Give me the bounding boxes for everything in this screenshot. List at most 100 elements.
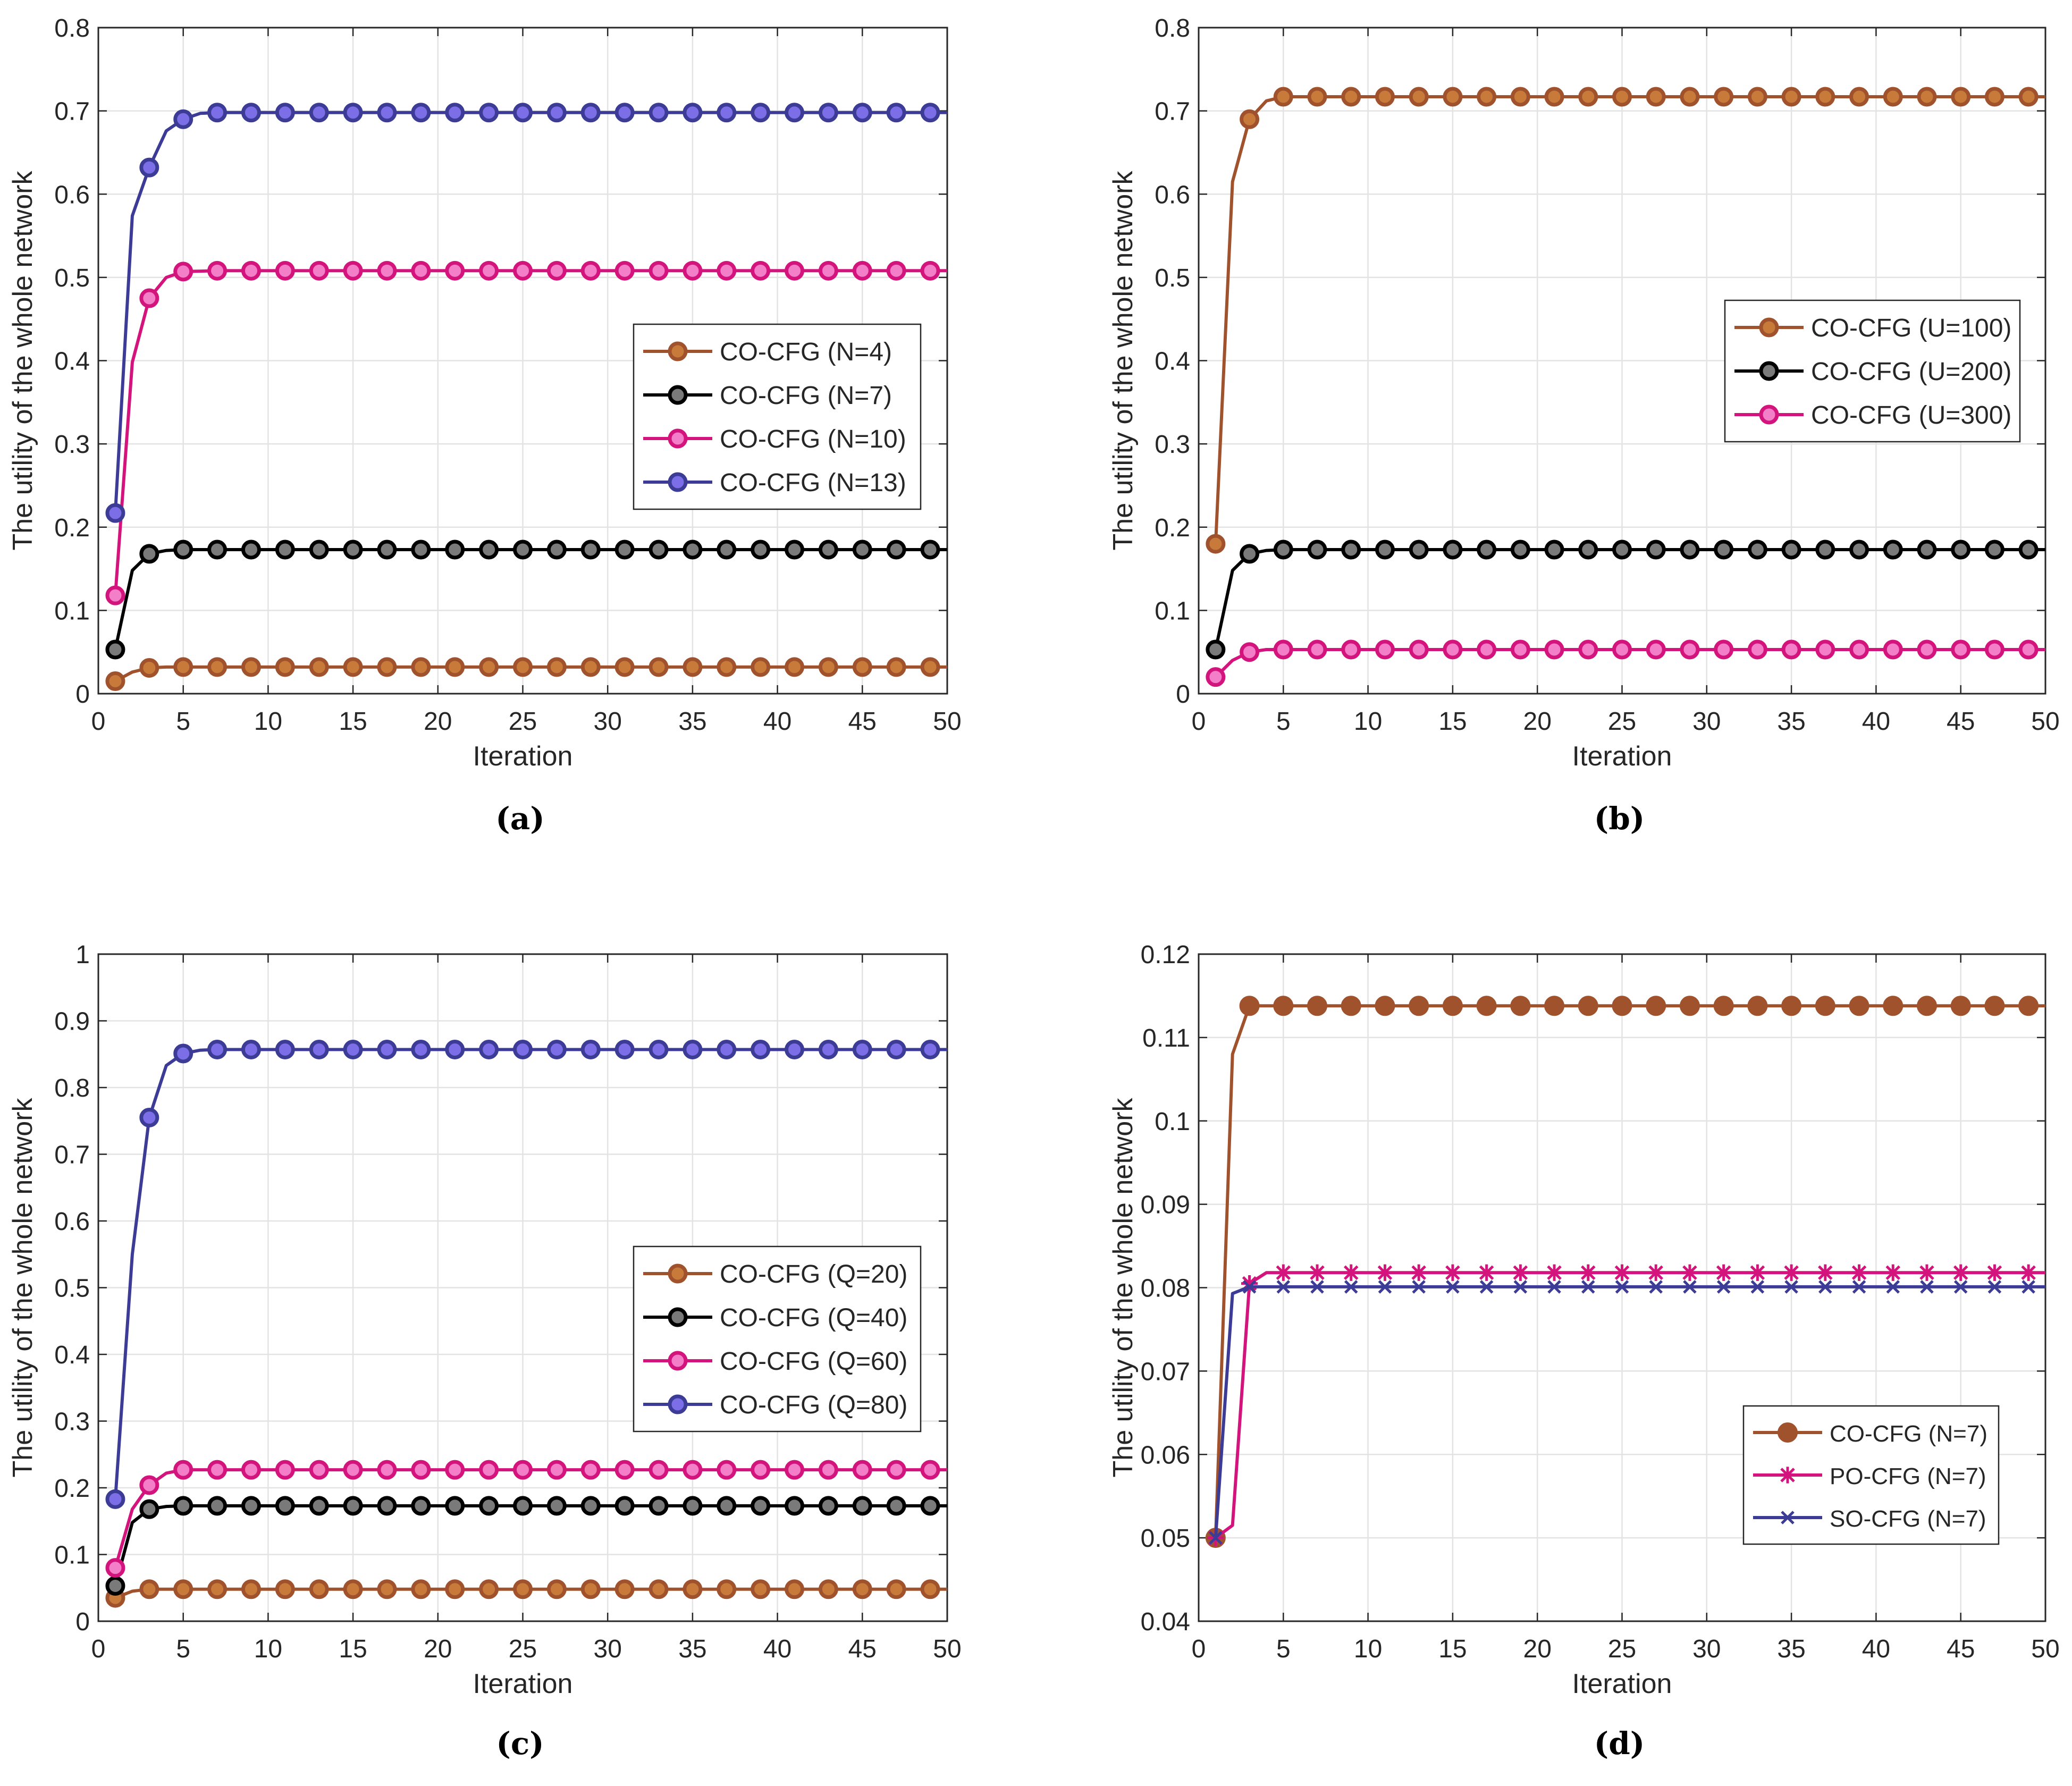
y-tick-label: 0 [75, 680, 90, 709]
data-point [852, 1039, 872, 1059]
data-point [580, 1579, 601, 1599]
data-point [411, 1579, 431, 1599]
data-point [648, 103, 669, 123]
data-point [717, 657, 737, 677]
data-point [513, 540, 533, 560]
data-point [1273, 639, 1293, 660]
data-point [1273, 996, 1294, 1016]
data-point [614, 1460, 635, 1480]
data-point [343, 1496, 363, 1516]
data-point [1778, 1422, 1798, 1443]
data-point [1612, 639, 1632, 660]
data-point [920, 260, 940, 281]
data-point [343, 260, 363, 281]
data-point [309, 1496, 329, 1516]
data-point [920, 103, 940, 123]
data-point [377, 260, 397, 281]
data-point [479, 1460, 499, 1480]
data-point [751, 1496, 771, 1516]
x-tick-label: 15 [339, 707, 367, 736]
data-point [1341, 540, 1361, 560]
data-point [1477, 639, 1497, 660]
data-point [1986, 1264, 2003, 1281]
data-point [668, 472, 688, 492]
data-point [580, 1496, 601, 1516]
data-point [1950, 996, 1971, 1016]
data-point [1683, 1280, 1697, 1294]
x-tick-label: 5 [176, 707, 190, 736]
subfigure-caption: (b) [1594, 801, 1645, 837]
data-point [1781, 1511, 1795, 1524]
y-tick-label: 0.5 [54, 264, 90, 292]
data-point [1240, 109, 1260, 129]
data-point [479, 260, 499, 281]
data-point [1240, 642, 1260, 662]
data-point [1444, 1264, 1461, 1281]
legend-label: CO-CFG (U=200) [1811, 358, 2011, 386]
data-point [377, 657, 397, 677]
data-point [1443, 87, 1463, 107]
data-point [614, 260, 635, 281]
subfigure-caption: (a) [495, 801, 544, 837]
data-point [785, 103, 805, 123]
data-point [1679, 996, 1700, 1016]
x-tick-label: 20 [1523, 1635, 1552, 1663]
data-point [852, 540, 872, 560]
data-point [1409, 996, 1429, 1016]
data-point [683, 540, 703, 560]
data-point [1378, 1280, 1392, 1294]
data-point [139, 1475, 159, 1495]
data-point [1849, 996, 1869, 1016]
data-point [1341, 639, 1361, 660]
data-point [1781, 996, 1802, 1016]
data-point [818, 260, 838, 281]
data-point [1680, 639, 1700, 660]
data-point [1307, 540, 1327, 560]
data-point [1647, 1264, 1664, 1281]
data-point [2020, 1264, 2037, 1281]
data-point [717, 1496, 737, 1516]
data-point [411, 1039, 431, 1059]
data-point [683, 103, 703, 123]
y-tick-label: 0.8 [54, 1074, 90, 1102]
data-point [580, 657, 601, 677]
data-point [886, 657, 906, 677]
y-tick-label: 0 [1176, 680, 1190, 709]
data-point [1442, 996, 1463, 1016]
data-point [139, 157, 159, 178]
y-tick-label: 0.1 [1155, 597, 1190, 625]
data-point [1544, 87, 1564, 107]
x-tick-label: 40 [1862, 1635, 1890, 1663]
data-point [717, 1579, 737, 1599]
data-point [1747, 540, 1767, 560]
data-point [173, 262, 193, 282]
x-tick-label: 35 [678, 1635, 706, 1663]
data-point [1646, 639, 1666, 660]
data-point [173, 657, 193, 677]
series-2 [105, 540, 947, 660]
data-point [139, 544, 159, 564]
data-point [546, 1460, 567, 1480]
data-point [683, 1579, 703, 1599]
data-point [785, 657, 805, 677]
data-point [886, 1039, 906, 1059]
data-point [818, 1579, 838, 1599]
data-point [1476, 996, 1497, 1016]
x-tick-label: 50 [933, 707, 961, 736]
data-point [479, 1039, 499, 1059]
data-point [668, 1394, 688, 1414]
data-point [241, 260, 261, 281]
data-point [1951, 540, 1971, 560]
data-point [445, 540, 465, 560]
data-point [139, 288, 159, 308]
x-tick-label: 45 [1947, 1635, 1975, 1663]
data-point [1581, 1280, 1595, 1294]
x-tick-label: 10 [1354, 707, 1382, 736]
data-point [1412, 1280, 1426, 1294]
data-point [105, 671, 125, 692]
data-point [173, 1460, 193, 1480]
data-point [1375, 540, 1395, 560]
data-point [1781, 639, 1801, 660]
data-point [580, 1039, 601, 1059]
data-point [1759, 405, 1779, 425]
